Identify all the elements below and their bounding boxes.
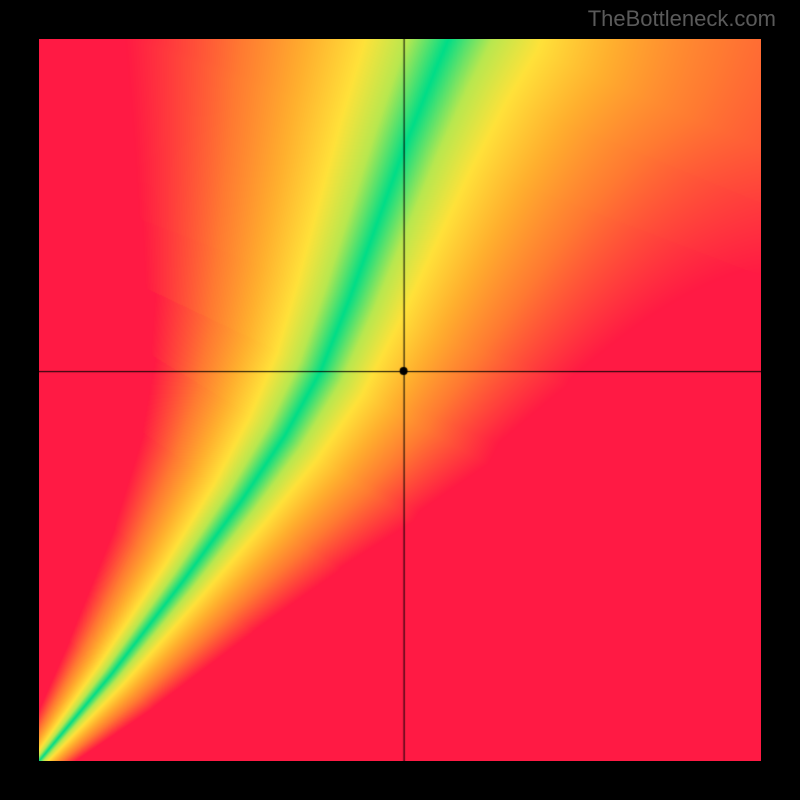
watermark-text: TheBottleneck.com	[588, 6, 776, 32]
heatmap-plot	[39, 39, 761, 761]
chart-container: TheBottleneck.com	[0, 0, 800, 800]
heatmap-canvas	[39, 39, 761, 761]
